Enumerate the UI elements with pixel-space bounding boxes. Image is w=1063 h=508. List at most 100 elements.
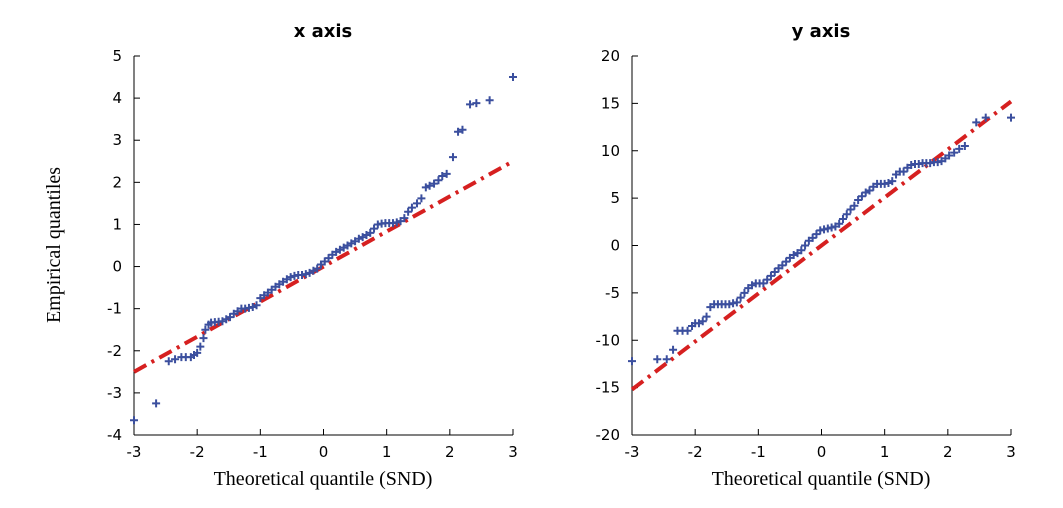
data-point xyxy=(430,179,439,188)
data-point xyxy=(981,113,990,122)
y-tick-label: -20 xyxy=(596,426,621,444)
chart-title-y-axis: y axis xyxy=(792,21,851,42)
data-point xyxy=(286,273,295,282)
chart-y-axis: y axis Theoretical quantile (SND) -3 -2 -1… xyxy=(596,21,1016,490)
data-point xyxy=(835,219,844,228)
y-tick-label: 4 xyxy=(112,89,122,107)
x-tick-label: -2 xyxy=(688,443,703,461)
data-point xyxy=(130,416,138,425)
y-tick-label: 10 xyxy=(601,142,620,160)
data-point xyxy=(950,148,959,157)
x-tick-label: -3 xyxy=(625,443,640,461)
data-point xyxy=(888,177,897,186)
data-point xyxy=(842,210,851,219)
data-point xyxy=(301,270,310,279)
data-point xyxy=(392,218,401,227)
y-tick-label: 20 xyxy=(601,47,620,65)
x-axis-label-left: Theoretical quantile (SND) xyxy=(214,468,433,490)
x-tick-label: 3 xyxy=(508,443,518,461)
data-point xyxy=(1007,113,1015,122)
data-point xyxy=(669,345,678,354)
data-point xyxy=(770,268,779,277)
data-point xyxy=(766,271,775,280)
data-point xyxy=(778,261,787,270)
data-point xyxy=(417,194,426,203)
chart-x-axis: x axis Theoretical quantile (SND) -3 -2 -1… xyxy=(107,21,518,490)
points-right xyxy=(628,113,1015,366)
data-point xyxy=(466,100,475,109)
data-point xyxy=(850,201,859,210)
data-point xyxy=(955,144,964,153)
x-tick-label: -1 xyxy=(253,443,268,461)
data-point xyxy=(812,230,821,239)
data-point xyxy=(370,224,379,233)
data-point xyxy=(407,203,416,212)
x-tick-label: -2 xyxy=(190,443,205,461)
data-point xyxy=(201,325,210,334)
y-tick-label: -10 xyxy=(596,331,621,349)
data-point xyxy=(196,342,205,351)
y-tick-label: 2 xyxy=(112,173,122,191)
data-point xyxy=(313,264,322,273)
data-point xyxy=(412,199,421,208)
data-point xyxy=(404,207,413,216)
data-point xyxy=(801,241,810,250)
reference-line xyxy=(133,159,514,374)
x-tick-label: 0 xyxy=(817,443,827,461)
data-point xyxy=(152,399,161,408)
data-point xyxy=(509,73,517,82)
data-point xyxy=(763,275,772,284)
data-point xyxy=(448,153,457,162)
data-point xyxy=(366,228,375,237)
data-point xyxy=(171,355,180,364)
y-tick-label: -15 xyxy=(596,379,621,397)
x-tick-label: 1 xyxy=(880,443,890,461)
ticks-left: -3 -2 -1 0 1 2 3 -4 -3 -2 -1 0 1 2 3 4 5 xyxy=(107,47,518,461)
y-tick-label: 5 xyxy=(610,189,620,207)
y-tick-label: 15 xyxy=(601,94,620,112)
data-point xyxy=(252,301,261,310)
data-point xyxy=(857,192,866,201)
x-tick-label: 2 xyxy=(943,443,953,461)
x-tick-label: -1 xyxy=(751,443,766,461)
y-tick-label: -5 xyxy=(605,284,620,302)
data-point xyxy=(438,172,447,181)
data-point xyxy=(865,186,874,195)
data-point xyxy=(759,279,768,288)
data-point xyxy=(899,167,908,176)
data-point xyxy=(736,293,745,302)
points-left xyxy=(130,73,517,425)
x-tick-label: 0 xyxy=(319,443,329,461)
y-tick-label: -2 xyxy=(107,342,122,360)
x-axis-label-right: Theoretical quantile (SND) xyxy=(712,468,931,490)
data-point xyxy=(472,99,481,108)
y-tick-label: 0 xyxy=(112,258,122,276)
data-point xyxy=(193,348,202,357)
y-tick-label: -4 xyxy=(107,426,122,444)
chart-title-x-axis: x axis xyxy=(294,21,353,42)
data-point xyxy=(400,214,409,223)
data-point xyxy=(732,298,741,307)
data-point xyxy=(458,125,467,134)
data-point xyxy=(846,205,855,214)
data-point xyxy=(683,326,692,335)
data-point xyxy=(740,288,749,297)
y-tick-label: 5 xyxy=(112,47,122,65)
fit-left xyxy=(133,159,514,374)
data-point xyxy=(485,96,494,105)
data-point xyxy=(653,355,662,364)
y-tick-label: -1 xyxy=(107,300,122,318)
data-point xyxy=(425,181,434,190)
axes-left xyxy=(133,56,513,436)
data-point xyxy=(838,214,847,223)
data-point xyxy=(628,357,636,366)
reference-line xyxy=(630,99,1013,392)
y-axis-label: Empirical quantiles xyxy=(43,167,65,323)
data-point xyxy=(199,334,208,343)
y-tick-label: 1 xyxy=(112,215,122,233)
data-point xyxy=(434,176,443,185)
data-point xyxy=(164,357,173,366)
data-point xyxy=(945,151,954,160)
